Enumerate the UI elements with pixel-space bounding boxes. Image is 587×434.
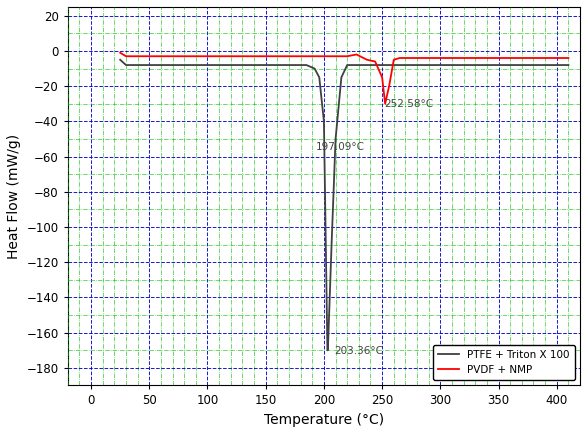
- PVDF + NMP: [382, 101, 389, 106]
- PTFE + Triton X 100: [468, 62, 475, 68]
- PTFE + Triton X 100: [316, 75, 323, 80]
- PTFE + Triton X 100: [320, 114, 327, 119]
- PTFE + Triton X 100: [303, 62, 310, 68]
- Text: 197.09°C: 197.09°C: [316, 141, 365, 151]
- PVDF + NMP: [349, 53, 356, 58]
- Text: 252.58°C: 252.58°C: [384, 99, 434, 109]
- PVDF + NMP: [382, 101, 389, 106]
- PTFE + Triton X 100: [565, 62, 572, 68]
- Line: PVDF + NMP: PVDF + NMP: [120, 53, 568, 104]
- PVDF + NMP: [288, 54, 295, 59]
- Text: 203.36°C: 203.36°C: [335, 346, 383, 356]
- Legend: PTFE + Triton X 100, PVDF + NMP: PTFE + Triton X 100, PVDF + NMP: [433, 345, 575, 380]
- PTFE + Triton X 100: [117, 57, 124, 62]
- PVDF + NMP: [522, 56, 529, 61]
- PTFE + Triton X 100: [316, 80, 323, 85]
- X-axis label: Temperature (°C): Temperature (°C): [264, 413, 384, 427]
- Y-axis label: Heat Flow (mW/g): Heat Flow (mW/g): [7, 134, 21, 259]
- PVDF + NMP: [422, 56, 429, 61]
- Line: PTFE + Triton X 100: PTFE + Triton X 100: [120, 60, 568, 350]
- PVDF + NMP: [195, 54, 203, 59]
- PTFE + Triton X 100: [324, 348, 331, 353]
- PVDF + NMP: [565, 56, 572, 61]
- PVDF + NMP: [117, 50, 124, 55]
- PTFE + Triton X 100: [187, 62, 194, 68]
